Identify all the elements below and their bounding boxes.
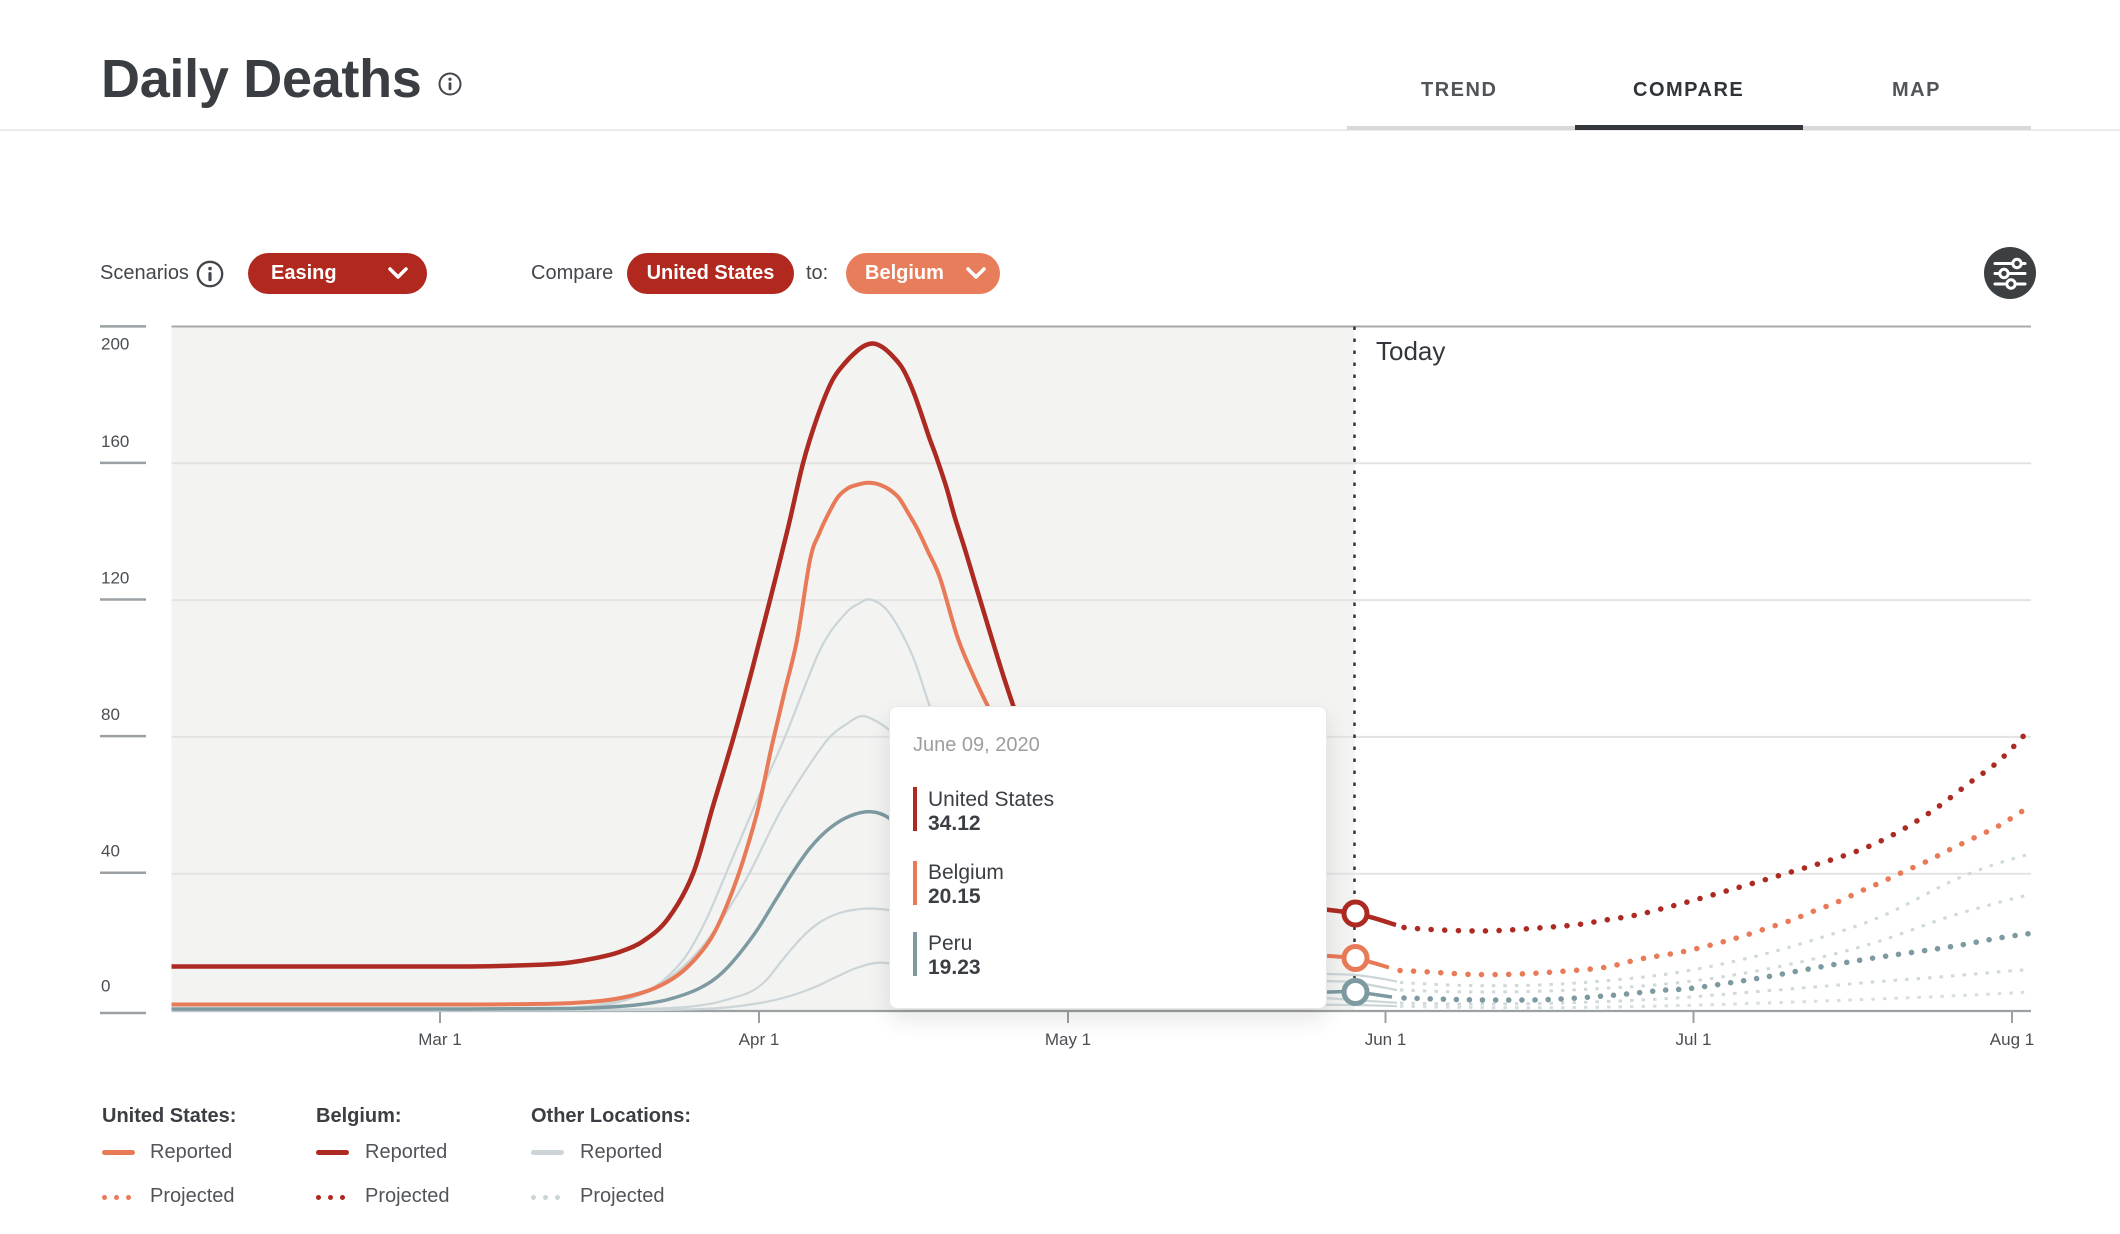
svg-text:Today: Today <box>1376 336 1445 366</box>
svg-text:120: 120 <box>101 569 129 588</box>
svg-text:Aug 1: Aug 1 <box>1990 1030 2034 1049</box>
svg-text:200: 200 <box>101 335 129 354</box>
svg-text:80: 80 <box>101 705 120 724</box>
svg-text:0: 0 <box>101 977 110 996</box>
svg-text:Mar 1: Mar 1 <box>418 1030 461 1049</box>
svg-text:Jul 1: Jul 1 <box>1676 1030 1712 1049</box>
svg-text:Jun 1: Jun 1 <box>1365 1030 1407 1049</box>
svg-text:May 1: May 1 <box>1045 1030 1091 1049</box>
svg-text:Apr 1: Apr 1 <box>739 1030 780 1049</box>
svg-text:160: 160 <box>101 432 129 451</box>
svg-text:40: 40 <box>101 842 120 861</box>
